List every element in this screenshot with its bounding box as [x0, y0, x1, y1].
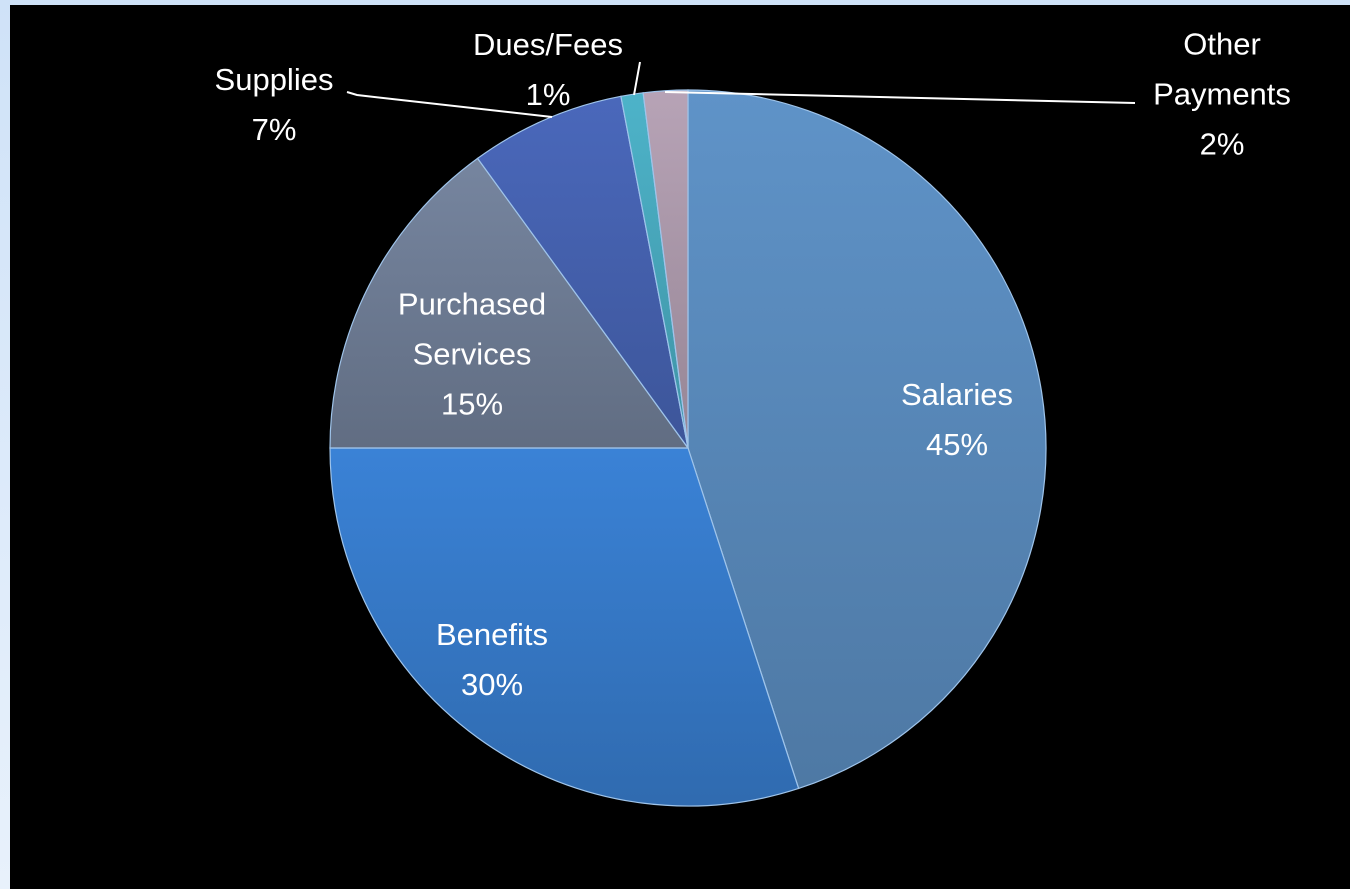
leader-line: [664, 91, 1136, 104]
category-label: Salaries: [901, 376, 1013, 412]
category-label: Supplies: [214, 61, 334, 97]
data-label: Other Payments 2%: [1127, 20, 1317, 171]
data-label: Benefits 30%: [382, 610, 602, 710]
category-label: Purchased Services: [397, 286, 547, 372]
leader-line: [633, 61, 641, 96]
pie-slice: [329, 157, 690, 449]
category-label: Dues/Fees: [473, 26, 623, 62]
value-label: 1%: [525, 77, 571, 112]
chart-area: Salaries 45% Benefits 30% Purchased Services…: [10, 5, 1350, 889]
data-label: Salaries 45%: [847, 370, 1067, 470]
category-label: Benefits: [435, 616, 548, 652]
leader-line: [346, 91, 553, 118]
data-label: Dues/Fees 1%: [458, 20, 638, 120]
chart: [329, 61, 1136, 807]
pie-slice: [687, 89, 1047, 790]
pie-slice: [642, 89, 689, 449]
pie-slice: [476, 95, 689, 449]
value-label: 45%: [925, 427, 989, 462]
pie-slice: [329, 447, 800, 807]
value-label: 30%: [460, 667, 524, 702]
value-label: 2%: [1199, 127, 1245, 163]
category-label: Other Payments: [1153, 26, 1291, 112]
value-label: 7%: [251, 112, 297, 147]
data-label: Purchased Services 15%: [372, 280, 572, 431]
value-label: 15%: [440, 387, 504, 423]
data-label: Supplies 7%: [194, 55, 354, 155]
